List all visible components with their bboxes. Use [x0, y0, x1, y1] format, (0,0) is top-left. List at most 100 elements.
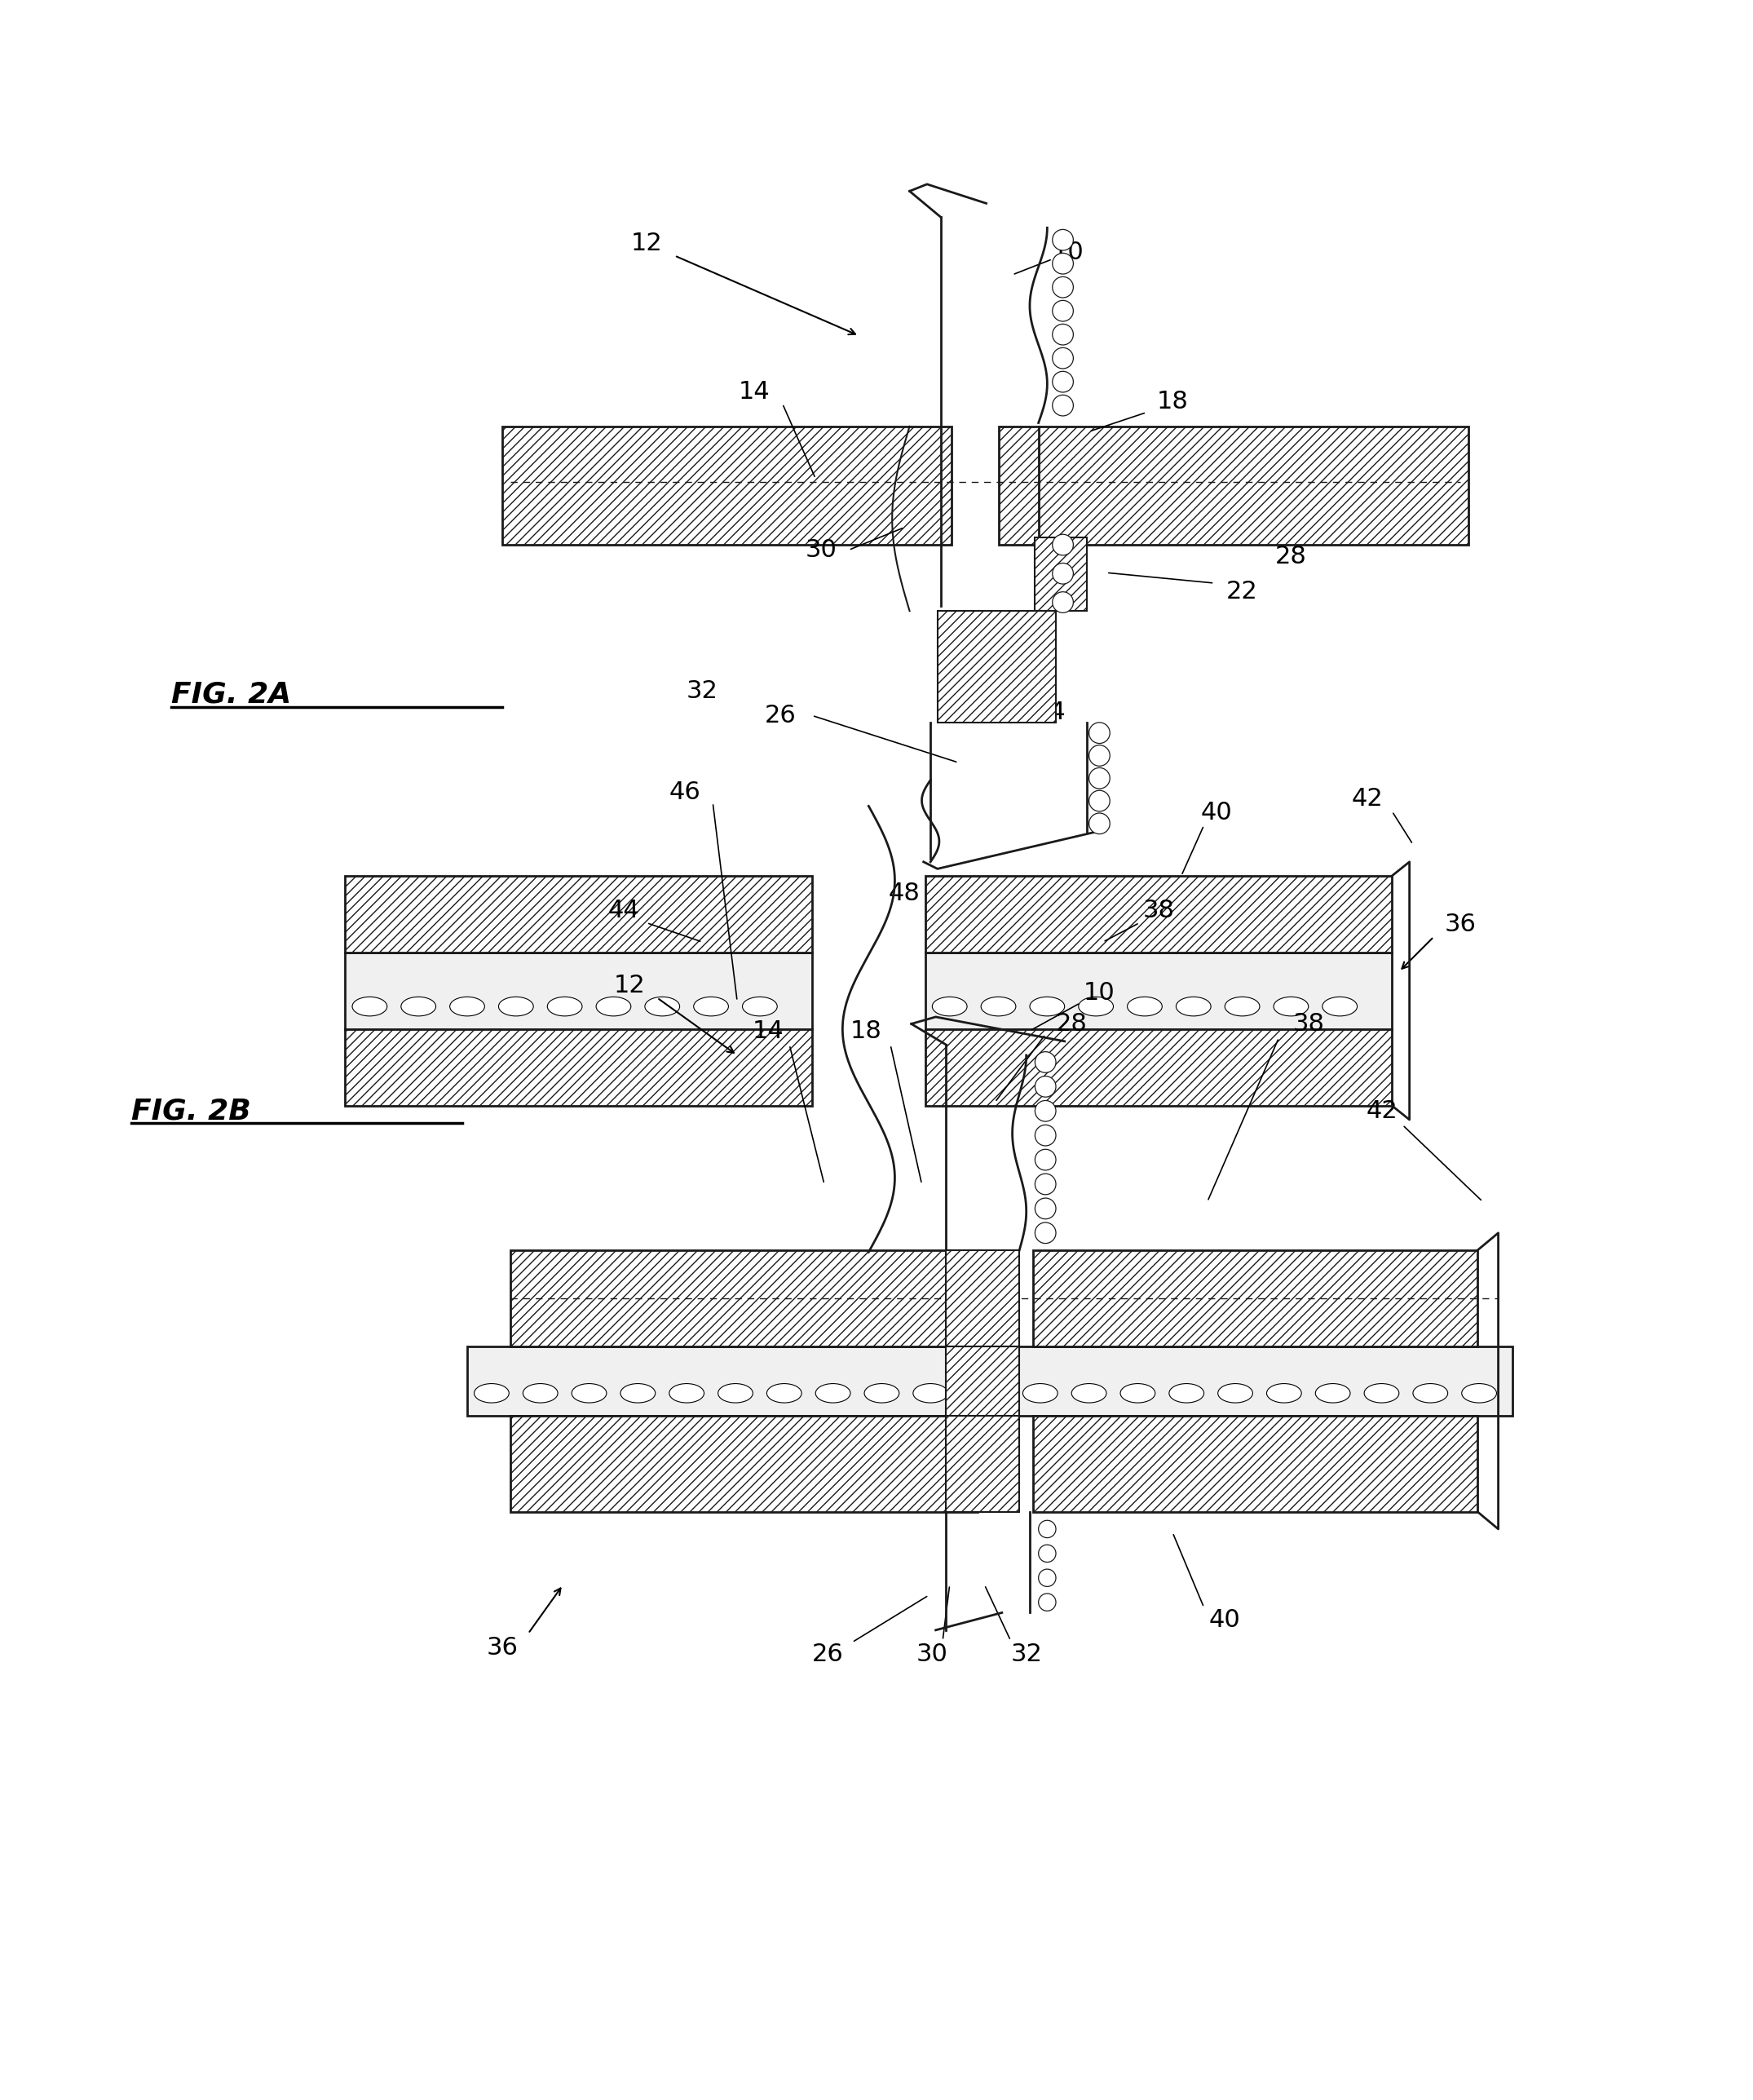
Circle shape	[1052, 254, 1073, 273]
Ellipse shape	[1071, 1384, 1106, 1403]
Text: FIG. 2B: FIG. 2B	[131, 1096, 251, 1126]
Circle shape	[1089, 746, 1110, 766]
Bar	[345, 1029, 812, 1107]
Text: 42: 42	[1352, 788, 1383, 811]
Circle shape	[1034, 1075, 1055, 1096]
Circle shape	[1052, 349, 1073, 370]
Circle shape	[1052, 372, 1073, 393]
Circle shape	[1034, 1199, 1055, 1218]
Ellipse shape	[645, 998, 680, 1016]
Circle shape	[1052, 323, 1073, 344]
Circle shape	[1052, 300, 1073, 321]
Bar	[1015, 1346, 1513, 1415]
Text: 46: 46	[670, 781, 701, 804]
Circle shape	[1034, 1222, 1055, 1243]
Bar	[1033, 1415, 1478, 1512]
Ellipse shape	[352, 998, 387, 1016]
Circle shape	[1034, 1149, 1055, 1170]
Text: 38: 38	[1292, 1012, 1324, 1035]
Ellipse shape	[1218, 1384, 1253, 1403]
Text: 18: 18	[1157, 391, 1189, 414]
Ellipse shape	[1078, 998, 1113, 1016]
Text: 30: 30	[805, 538, 836, 563]
Circle shape	[1034, 1100, 1055, 1121]
Text: 18: 18	[850, 1018, 882, 1044]
Circle shape	[1038, 1546, 1055, 1562]
Ellipse shape	[473, 1384, 508, 1403]
Circle shape	[1034, 1126, 1055, 1147]
Text: 28: 28	[1055, 1012, 1087, 1035]
Text: 44: 44	[608, 899, 640, 922]
Text: 42: 42	[1366, 1098, 1397, 1124]
Circle shape	[1052, 592, 1073, 613]
Ellipse shape	[913, 1384, 948, 1403]
Circle shape	[1038, 1569, 1055, 1588]
Ellipse shape	[1315, 1384, 1350, 1403]
Text: 12: 12	[614, 974, 645, 997]
Ellipse shape	[1267, 1384, 1301, 1403]
Bar	[510, 1250, 978, 1346]
Ellipse shape	[742, 998, 777, 1016]
Circle shape	[1038, 1594, 1055, 1611]
Ellipse shape	[670, 1384, 705, 1403]
Circle shape	[1038, 1520, 1055, 1537]
Bar	[926, 876, 1392, 953]
Text: 26: 26	[812, 1642, 843, 1665]
Ellipse shape	[864, 1384, 899, 1403]
Ellipse shape	[1413, 1384, 1448, 1403]
Ellipse shape	[719, 1384, 752, 1403]
Ellipse shape	[933, 998, 968, 1016]
Text: 40: 40	[1210, 1609, 1241, 1632]
Text: 10: 10	[1052, 239, 1083, 265]
Bar	[947, 1415, 1018, 1512]
Ellipse shape	[1029, 998, 1064, 1016]
Bar	[1034, 538, 1087, 611]
Text: 26: 26	[764, 704, 796, 727]
Bar	[501, 426, 952, 544]
Bar	[938, 611, 1055, 722]
Ellipse shape	[1120, 1384, 1155, 1403]
Bar	[1033, 1250, 1478, 1346]
Text: 36: 36	[1444, 914, 1476, 937]
Bar	[947, 1250, 1018, 1346]
Ellipse shape	[982, 998, 1015, 1016]
Bar	[947, 1346, 1018, 1415]
Circle shape	[1089, 722, 1110, 743]
Ellipse shape	[1322, 998, 1357, 1016]
Ellipse shape	[451, 998, 484, 1016]
Bar	[999, 426, 1469, 544]
Text: 14: 14	[738, 380, 770, 403]
Ellipse shape	[1127, 998, 1162, 1016]
Ellipse shape	[522, 1384, 557, 1403]
Ellipse shape	[596, 998, 631, 1016]
Circle shape	[1052, 229, 1073, 250]
Text: 38: 38	[1143, 899, 1175, 922]
Text: 32: 32	[1010, 1642, 1041, 1665]
Bar	[345, 953, 812, 1029]
Ellipse shape	[1022, 1384, 1057, 1403]
Bar	[926, 953, 1392, 1029]
Text: 10: 10	[1083, 981, 1115, 1004]
Circle shape	[1089, 813, 1110, 834]
Bar	[926, 1029, 1392, 1107]
Ellipse shape	[1169, 1384, 1204, 1403]
Bar	[468, 1346, 959, 1415]
Text: 30: 30	[917, 1642, 948, 1665]
Text: 22: 22	[1227, 580, 1259, 603]
Text: 36: 36	[486, 1636, 517, 1659]
Text: 48: 48	[889, 882, 920, 905]
Bar	[510, 1415, 978, 1512]
Text: 12: 12	[631, 231, 663, 256]
Ellipse shape	[766, 1384, 801, 1403]
Ellipse shape	[1274, 998, 1308, 1016]
Ellipse shape	[401, 998, 436, 1016]
Circle shape	[1052, 533, 1073, 554]
Ellipse shape	[498, 998, 533, 1016]
Text: 14: 14	[752, 1018, 784, 1044]
Text: FIG. 2A: FIG. 2A	[172, 680, 291, 708]
Circle shape	[1052, 277, 1073, 298]
Circle shape	[1034, 1174, 1055, 1195]
Ellipse shape	[547, 998, 582, 1016]
Circle shape	[1052, 563, 1073, 584]
Circle shape	[1052, 395, 1073, 416]
